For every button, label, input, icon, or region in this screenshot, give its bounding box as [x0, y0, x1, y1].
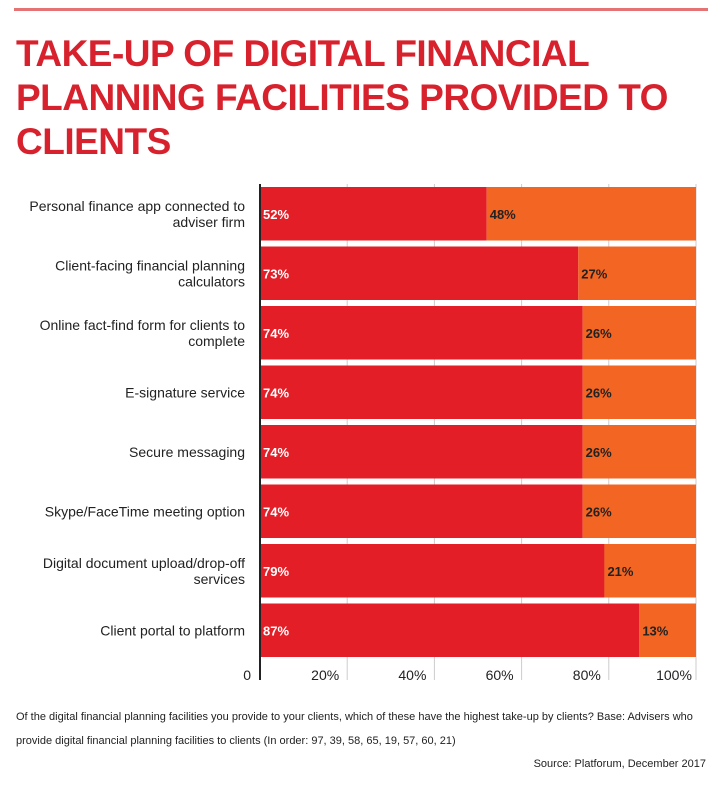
title-line-3: CLIENTS — [16, 121, 171, 162]
bar-segment-b — [486, 187, 696, 241]
x-tick-label: 100% — [656, 667, 692, 683]
category-label: Skype/FaceTime meeting option — [45, 503, 245, 519]
data-label-b: 13% — [642, 623, 668, 638]
data-label-a: 52% — [263, 207, 289, 222]
data-label-b: 48% — [490, 207, 516, 222]
category-label: calculators — [178, 273, 245, 289]
bar-segment-a — [260, 306, 583, 360]
source-credit: Source: Platforum, December 2017 — [533, 758, 706, 770]
title-line-1: TAKE-UP OF DIGITAL FINANCIAL — [16, 33, 590, 74]
x-tick-label: 80% — [573, 667, 601, 683]
bar-segment-b — [639, 603, 696, 657]
data-label-a: 79% — [263, 564, 289, 579]
x-tick-label: 60% — [486, 667, 514, 683]
data-label-b: 26% — [586, 326, 612, 341]
category-label: Online fact-find form for clients to — [40, 317, 246, 333]
footnote: Of the digital financial planning facili… — [16, 711, 693, 747]
data-label-a: 74% — [263, 445, 289, 460]
bar-segment-a — [260, 425, 583, 479]
bar-segment-a — [260, 365, 583, 419]
bar-segment-b — [582, 306, 696, 360]
bar-segment-a — [260, 603, 640, 657]
data-label-a: 74% — [263, 326, 289, 341]
category-label: Secure messaging — [129, 444, 245, 460]
top-rule — [14, 8, 708, 11]
bar-segment-a — [260, 544, 605, 598]
x-tick-label: 20% — [311, 667, 339, 683]
bar-segment-b — [604, 544, 696, 598]
data-label-b: 26% — [586, 504, 612, 519]
bar-segment-a — [260, 187, 487, 241]
bar-segment-b — [578, 246, 696, 300]
data-label-b: 26% — [586, 385, 612, 400]
data-label-a: 74% — [263, 385, 289, 400]
title-line-2: PLANNING FACILITIES PROVIDED TO — [16, 77, 668, 118]
bar-segment-a — [260, 484, 583, 538]
category-label: adviser firm — [173, 214, 245, 230]
category-label: Personal finance app connected to — [29, 198, 245, 214]
x-tick-label: 40% — [398, 667, 426, 683]
data-label-a: 87% — [263, 623, 289, 638]
chart-title: TAKE-UP OF DIGITAL FINANCIAL PLANNING FA… — [16, 32, 696, 164]
bar-segment-b — [582, 484, 696, 538]
bar-segment-b — [582, 425, 696, 479]
data-label-b: 27% — [581, 266, 607, 281]
x-tick-label: 0 — [243, 667, 251, 683]
data-label-a: 74% — [263, 504, 289, 519]
data-label-b: 21% — [607, 564, 633, 579]
stacked-bar-chart: 52% 48% Personal finance app connected toa… — [29, 184, 697, 683]
data-label-a: 73% — [263, 266, 289, 281]
category-label: complete — [188, 333, 245, 349]
category-label: Client-facing financial planning — [55, 257, 245, 273]
category-label: E-signature service — [125, 384, 245, 400]
data-label-b: 26% — [586, 445, 612, 460]
bar-segment-b — [582, 365, 696, 419]
category-label: services — [194, 571, 245, 587]
category-label: Digital document upload/drop-off — [43, 555, 245, 571]
bar-segment-a — [260, 246, 579, 300]
category-label: Client portal to platform — [100, 622, 245, 638]
